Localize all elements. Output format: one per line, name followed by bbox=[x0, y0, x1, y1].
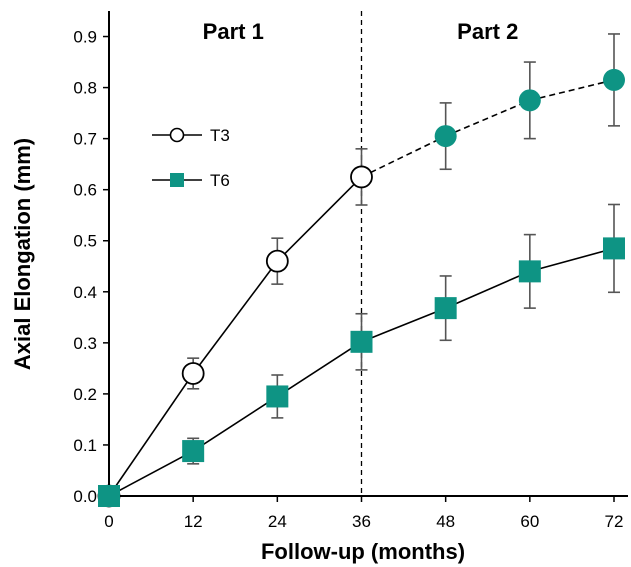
y-tick-label: 0.8 bbox=[73, 79, 97, 98]
series-layer bbox=[97, 33, 625, 508]
legend-marker-square bbox=[170, 173, 184, 187]
data-point-T3 bbox=[181, 362, 205, 385]
y-tick-label: 0.6 bbox=[73, 181, 97, 200]
series-line-segment bbox=[192, 395, 278, 452]
data-point-T6 bbox=[350, 330, 373, 353]
legend-label: T3 bbox=[210, 126, 230, 145]
series-line-segment bbox=[108, 373, 194, 497]
data-point-T3 bbox=[434, 125, 457, 148]
legend-marker-circle bbox=[169, 127, 185, 143]
data-point-T3 bbox=[350, 165, 373, 189]
series-line-segment bbox=[192, 260, 278, 374]
series-line-segment bbox=[361, 135, 447, 178]
series-line-segment bbox=[445, 99, 531, 137]
x-tick-label: 60 bbox=[520, 512, 539, 531]
series-line-segment bbox=[108, 450, 194, 497]
legend-label: T6 bbox=[210, 171, 230, 190]
data-point-T6 bbox=[434, 297, 457, 320]
legend-item-T3: T3 bbox=[152, 126, 230, 145]
y-tick-label: 0.7 bbox=[73, 130, 97, 149]
x-axis-title: Follow-up (months) bbox=[261, 539, 465, 564]
data-point-T6 bbox=[98, 485, 120, 507]
y-tick-label: 0.2 bbox=[73, 385, 97, 404]
series-line-segment bbox=[445, 270, 531, 309]
y-tick-label: 0.5 bbox=[73, 232, 97, 251]
x-tick-label: 48 bbox=[436, 512, 455, 531]
series-T6 bbox=[98, 203, 625, 507]
data-point-T3 bbox=[265, 249, 289, 273]
x-tick-label: 12 bbox=[184, 512, 203, 531]
part-1-label: Part 1 bbox=[203, 19, 264, 44]
series-line-segment bbox=[529, 247, 615, 273]
data-point-T6 bbox=[603, 237, 625, 260]
x-tick-label: 36 bbox=[352, 512, 371, 531]
data-point-T3 bbox=[603, 68, 625, 91]
data-point-T6 bbox=[518, 260, 541, 283]
y-tick-label: 0.9 bbox=[73, 28, 97, 47]
x-tick-label: 0 bbox=[104, 512, 113, 531]
x-tick-label: 24 bbox=[268, 512, 287, 531]
series-line-segment bbox=[276, 176, 363, 262]
series-line-segment bbox=[361, 307, 446, 343]
series-line-segment bbox=[276, 341, 362, 398]
y-tick-label: 0.0 bbox=[73, 487, 97, 506]
y-tick-label: 0.4 bbox=[73, 283, 97, 302]
data-point-T3 bbox=[518, 89, 541, 112]
y-tick-label: 0.1 bbox=[73, 436, 97, 455]
x-tick-label: 72 bbox=[605, 512, 624, 531]
data-point-T6 bbox=[182, 440, 205, 463]
legend: T3 T6 bbox=[152, 126, 230, 190]
data-point-T6 bbox=[266, 385, 289, 408]
axes: 0.0 0.1 0.2 0.3 0.4 0.5 0.6 0.7 0.8 0.9 0 12 24 36 48 6… bbox=[73, 11, 628, 531]
part-2-label: Part 2 bbox=[457, 19, 518, 44]
series-line-segment bbox=[529, 79, 615, 102]
y-axis-title: Axial Elongation (mm) bbox=[10, 138, 35, 370]
legend-item-T6: T6 bbox=[152, 171, 230, 190]
y-tick-label: 0.3 bbox=[73, 334, 97, 353]
series-T3 bbox=[97, 33, 625, 508]
